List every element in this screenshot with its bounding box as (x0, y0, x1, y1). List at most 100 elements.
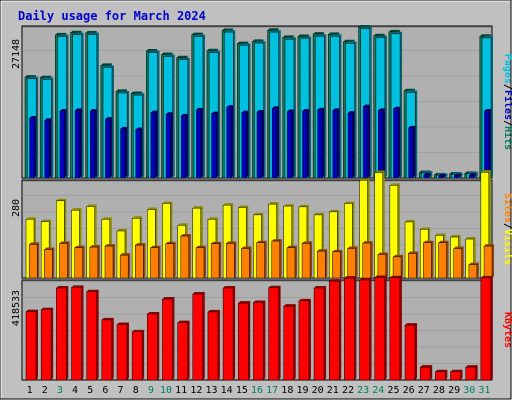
bar-sites-day-28 (438, 240, 449, 279)
bar-sites-day-25 (392, 254, 404, 279)
day-label-28: 28 (433, 385, 445, 396)
bar-pages-day-19 (302, 108, 310, 179)
bar-pages-day-11 (180, 113, 188, 179)
bar-sites-day-20 (317, 249, 328, 279)
day-label-30: 30 (463, 385, 475, 396)
day-label-7: 7 (118, 385, 124, 396)
day-label-5: 5 (87, 385, 93, 396)
bar-pages-day-8 (135, 127, 143, 179)
day-label-13: 13 (205, 385, 217, 396)
bar-pages-day-25 (393, 106, 400, 179)
bar-sites-day-3 (59, 241, 70, 279)
bar-pages-day-5 (89, 108, 97, 179)
day-label-4: 4 (72, 385, 78, 396)
bar-kbytes-day-27 (419, 365, 433, 381)
bar-sites-day-11 (180, 234, 191, 279)
bar-pages-day-29 (453, 173, 461, 179)
bar-kbytes-day-18 (283, 304, 296, 381)
panel-kbytes-legend: KBytes (502, 312, 512, 348)
bar-kbytes-day-3 (56, 286, 69, 381)
day-label-29: 29 (448, 385, 460, 396)
bar-sites-day-6 (104, 244, 116, 279)
bar-pages-day-6 (105, 117, 112, 179)
bar-pages-day-1 (29, 116, 37, 179)
day-label-14: 14 (221, 385, 233, 396)
bar-sites-day-22 (347, 246, 358, 279)
bar-sites-day-4 (74, 245, 85, 279)
bar-sites-day-21 (332, 249, 343, 279)
bar-kbytes-day-13 (207, 309, 220, 381)
chart-title: Daily usage for March 2024 (18, 9, 206, 23)
bar-kbytes-day-16 (253, 300, 266, 381)
day-label-9: 9 (148, 385, 154, 396)
series-sites (28, 234, 495, 279)
bar-pages-day-24 (378, 108, 385, 179)
bar-pages-day-15 (241, 110, 249, 179)
bar-pages-day-9 (150, 110, 158, 179)
bar-sites-day-13 (210, 241, 222, 279)
panel-visits-ymax-label: 280 (11, 199, 22, 217)
series-kbytes (25, 275, 493, 381)
panel-kbytes: 418533 KBytes (11, 275, 512, 381)
bar-kbytes-day-14 (222, 286, 236, 381)
bar-sites-day-30 (468, 262, 479, 279)
bar-pages-day-13 (211, 111, 219, 179)
day-label-27: 27 (418, 385, 430, 396)
day-label-1: 1 (27, 385, 33, 396)
bar-sites-day-26 (407, 251, 419, 279)
bar-sites-day-14 (226, 241, 237, 279)
day-label-6: 6 (102, 385, 108, 396)
chart-panels: 27148 Pages/Files/Hits 280 Sites/Visits 4185… (11, 24, 512, 381)
bar-kbytes-day-9 (147, 311, 160, 381)
bar-kbytes-day-17 (268, 285, 281, 381)
day-label-2: 2 (42, 385, 48, 396)
bar-sites-day-7 (119, 253, 131, 279)
series-pages (29, 104, 491, 179)
bar-sites-day-18 (286, 245, 297, 279)
bar-sites-day-23 (362, 241, 373, 279)
bar-kbytes-day-19 (298, 298, 311, 381)
day-label-31: 31 (478, 385, 490, 396)
bar-sites-day-17 (271, 239, 282, 279)
day-label-12: 12 (190, 385, 202, 396)
bar-sites-day-5 (89, 245, 100, 279)
day-label-25: 25 (387, 385, 399, 396)
bar-kbytes-day-21 (328, 279, 342, 381)
bar-kbytes-day-24 (374, 275, 387, 381)
panel-visits-legend: Sites/Visits (502, 193, 512, 265)
bar-kbytes-day-31 (480, 275, 493, 381)
bar-pages-day-30 (469, 173, 476, 179)
bar-kbytes-day-4 (71, 285, 84, 381)
bar-kbytes-day-28 (435, 369, 448, 381)
bar-kbytes-day-15 (238, 301, 251, 381)
bar-pages-day-17 (271, 106, 279, 179)
bar-pages-day-14 (226, 105, 234, 179)
bar-sites-day-9 (150, 245, 161, 279)
bar-pages-day-26 (408, 125, 416, 179)
bar-kbytes-day-20 (313, 286, 327, 381)
bar-kbytes-day-7 (116, 322, 129, 381)
bar-sites-day-10 (165, 241, 176, 279)
panel-kbytes-ymax-label: 418533 (11, 290, 22, 326)
day-label-3: 3 (57, 385, 63, 396)
day-label-24: 24 (372, 385, 384, 396)
day-label-10: 10 (160, 385, 172, 396)
bar-pages-day-4 (74, 108, 82, 179)
bar-pages-day-12 (196, 107, 203, 179)
day-label-11: 11 (175, 385, 187, 396)
bar-pages-day-28 (438, 174, 446, 179)
bar-kbytes-day-12 (192, 291, 205, 381)
day-label-23: 23 (357, 385, 369, 396)
bar-sites-day-24 (377, 252, 388, 279)
bar-kbytes-day-22 (344, 276, 357, 381)
day-label-20: 20 (312, 385, 324, 396)
bar-pages-day-3 (59, 108, 67, 179)
bar-pages-day-10 (165, 112, 173, 179)
bar-kbytes-day-6 (101, 317, 114, 381)
day-label-21: 21 (327, 385, 339, 396)
panel-hits: 27148 Pages/Files/Hits (11, 24, 512, 179)
bar-kbytes-day-26 (404, 323, 418, 381)
bar-sites-day-19 (301, 241, 313, 279)
bar-kbytes-day-23 (359, 277, 372, 381)
